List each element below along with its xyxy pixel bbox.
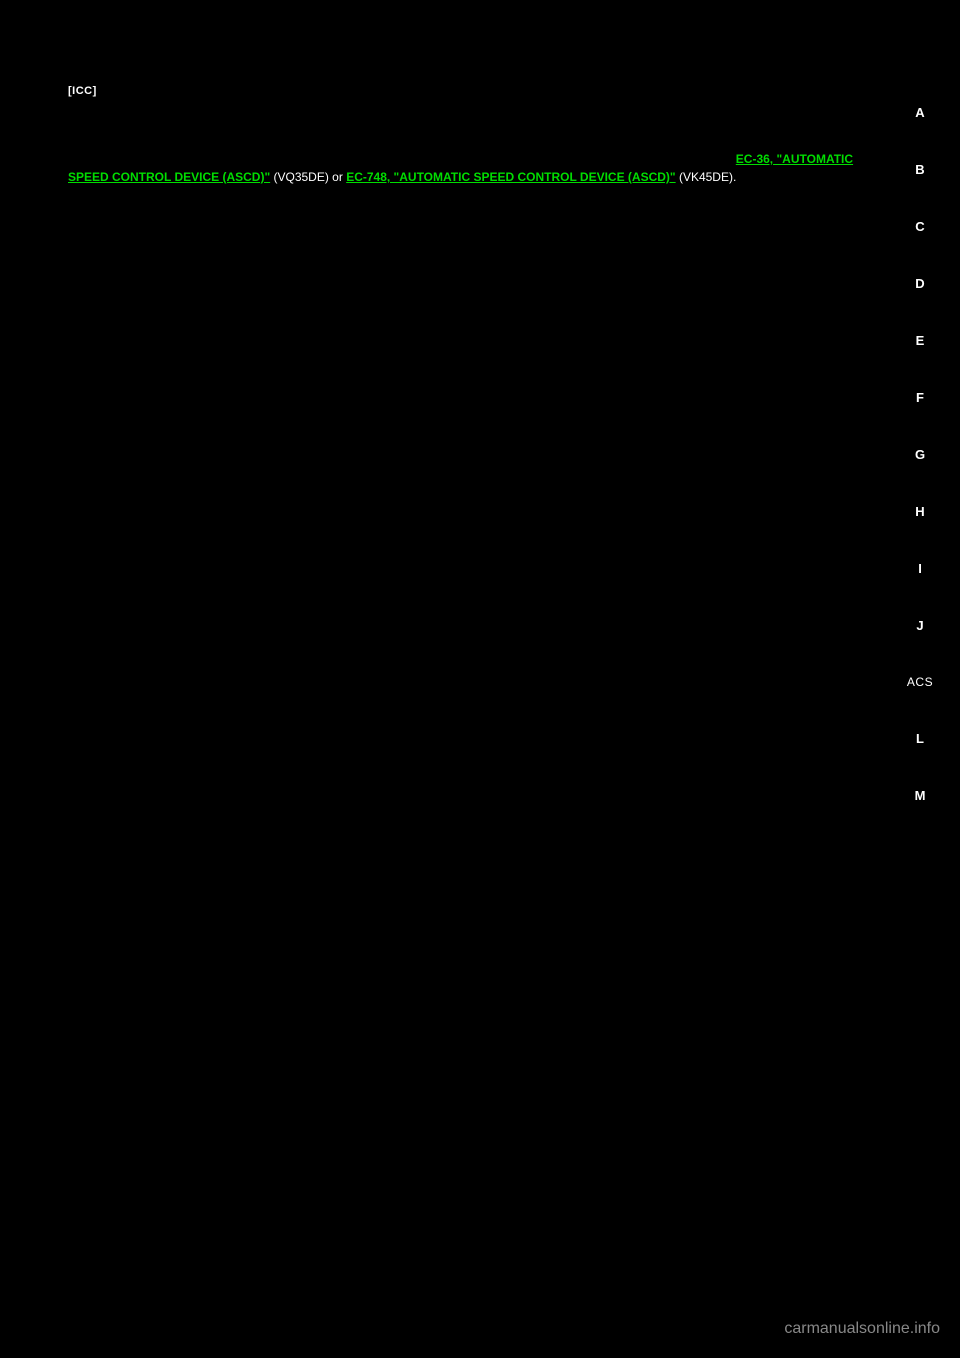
sidebar-item-j[interactable]: J [900, 618, 940, 633]
watermark: carmanualsonline.info [784, 1320, 940, 1338]
sidebar-item-l[interactable]: L [900, 731, 940, 746]
sidebar-item-a[interactable]: A [900, 105, 940, 120]
sidebar-item-f[interactable]: F [900, 390, 940, 405]
sidebar-item-m[interactable]: M [900, 788, 940, 803]
sidebar-item-g[interactable]: G [900, 447, 940, 462]
sidebar-item-i[interactable]: I [900, 561, 940, 576]
link-suffix: (VK45DE). [676, 170, 737, 184]
sidebar-item-d[interactable]: D [900, 276, 940, 291]
sidebar-item-c[interactable]: C [900, 219, 940, 234]
link-separator: (VQ35DE) or [270, 170, 346, 184]
sidebar-item-e[interactable]: E [900, 333, 940, 348]
sidebar-item-b[interactable]: B [900, 162, 940, 177]
link-ec748[interactable]: EC-748, "AUTOMATIC SPEED CONTROL DEVICE … [346, 170, 675, 184]
header-label: [ICC] [68, 85, 97, 97]
sidebar-item-h[interactable]: H [900, 504, 940, 519]
sidebar-nav: A B C D E F G H I J ACS L M [900, 105, 940, 845]
body-paragraph: spacer text filling approximately the fi… [68, 150, 880, 186]
sidebar-item-acs[interactable]: ACS [900, 675, 940, 689]
